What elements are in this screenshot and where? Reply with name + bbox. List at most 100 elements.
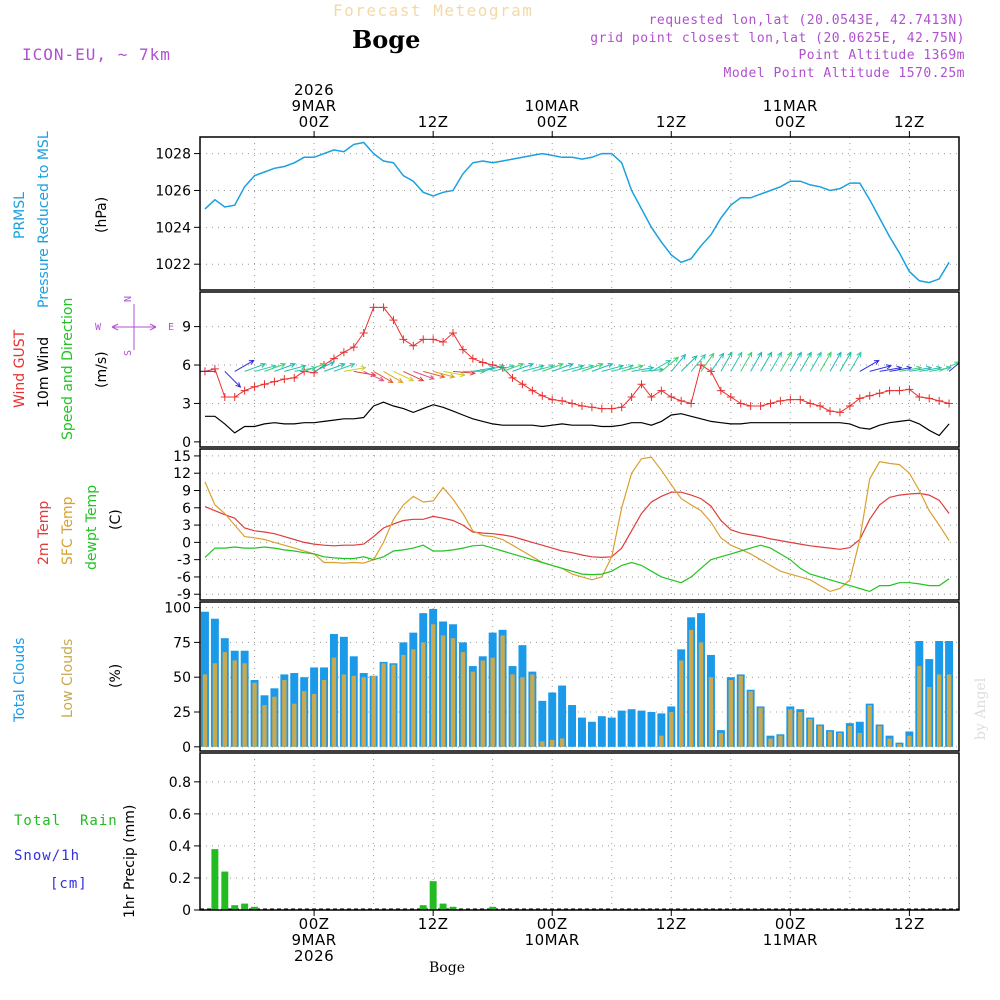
low-cloud-bar (837, 732, 843, 747)
gust-marker (597, 404, 606, 413)
low-cloud-bar (351, 675, 356, 747)
wind-arrow (690, 353, 707, 372)
wind-arrow (433, 370, 456, 379)
low-cloud-bar (718, 732, 724, 747)
wind-arrow (948, 362, 959, 372)
gust-marker (230, 393, 239, 402)
rain-bar (221, 871, 229, 910)
time-label: 12Z (418, 113, 449, 131)
wind-arrow (938, 361, 959, 372)
gust-marker (845, 402, 854, 411)
wind-arrow (264, 362, 287, 372)
gust-marker (647, 393, 656, 402)
low-cloud-bar (361, 677, 366, 747)
total-cloud-bar (647, 712, 656, 747)
gust-marker (379, 303, 388, 312)
low-cloud-bar (887, 738, 892, 747)
rain-bar (241, 903, 249, 910)
dewpt-line (204, 544, 950, 593)
panel-precip: 0 0.2 0.4 0.6 0.8 (169, 752, 960, 919)
wind-arrow (482, 364, 506, 372)
time-label: 00Z (775, 113, 806, 131)
gust-marker (716, 386, 725, 395)
gust-label: Wind GUST (12, 329, 28, 408)
gust-marker (826, 407, 835, 416)
gust-marker (478, 358, 487, 367)
gust-marker (796, 395, 805, 404)
wind-arrow (869, 364, 893, 372)
low-cloud-bar (480, 660, 485, 747)
wind-arrow (700, 352, 715, 372)
rain-bar (489, 906, 497, 910)
gust-marker (657, 386, 666, 395)
ytick-label: 0.4 (169, 839, 191, 855)
panel-body (200, 849, 959, 910)
gust-marker (429, 335, 438, 344)
low-cloud-bar (768, 738, 773, 747)
time-label: 10MAR (525, 97, 580, 115)
gust-marker (895, 386, 904, 395)
low-cloud-bar (917, 666, 922, 747)
total-cloud-bar (657, 713, 666, 747)
time-label: 2026 (294, 947, 334, 965)
wind-arrow (423, 370, 446, 379)
rain-bar (449, 906, 457, 910)
wind-arrow (413, 370, 436, 380)
gust-marker (220, 393, 229, 402)
low-cloud-bar (540, 741, 545, 747)
low-cloud-bar (847, 725, 853, 747)
gust-marker (816, 402, 825, 411)
wind-arrow (224, 371, 242, 388)
wind-arrow (670, 353, 687, 372)
gust-marker (528, 386, 537, 395)
panel-frame (199, 601, 960, 752)
low-cloud-bar (530, 674, 535, 747)
total-cloud-bar (637, 710, 646, 747)
total-cloud-bar (578, 717, 586, 747)
panel-frame (199, 136, 960, 291)
ytick-label: 6 (182, 501, 191, 517)
wind-arrow (730, 351, 743, 372)
low-cloud-bar (381, 663, 386, 747)
time-label: 00Z (299, 113, 330, 131)
low-cloud-bar (867, 705, 872, 747)
location-title: Boge (352, 25, 420, 54)
low-cloud-bar (738, 675, 743, 747)
wind-arrow (313, 361, 336, 372)
ytick-label: 12 (173, 466, 191, 482)
wind-arrow (839, 351, 852, 372)
rain-bar (251, 906, 259, 910)
low-cloud-bar (212, 663, 218, 747)
wind-arrow (353, 370, 377, 378)
panel-body (204, 456, 950, 593)
snow-label: Snow/1h (14, 848, 80, 864)
wind-arrow (244, 362, 267, 372)
gust-marker (290, 373, 299, 382)
low-cloud-bar (391, 664, 396, 747)
wind-arrow (323, 362, 346, 372)
clouds-legend: Total Clouds Low Clouds (%) (12, 638, 124, 723)
gust-marker (389, 316, 398, 325)
rain-bar (439, 903, 447, 910)
low-cloud-bar (817, 725, 823, 747)
total-cloud-bar (607, 717, 616, 747)
ytick-label: 1024 (155, 220, 191, 236)
low-cloud-bar (897, 744, 902, 747)
time-label: 10MAR (525, 931, 580, 949)
ytick-label: 0 (182, 903, 191, 919)
ytick-label: 1026 (155, 183, 191, 199)
gust-marker (439, 337, 448, 346)
gust-marker (706, 367, 715, 376)
time-label: 9MAR (292, 97, 337, 115)
panel-frame (199, 448, 960, 601)
gust-marker (409, 341, 418, 350)
time-label: 12Z (656, 915, 687, 933)
low-cloud-bar (559, 738, 565, 747)
panel-body (200, 303, 959, 437)
wind-arrow (343, 365, 367, 372)
rain-bar (429, 881, 437, 910)
wind-arrow (383, 370, 404, 383)
